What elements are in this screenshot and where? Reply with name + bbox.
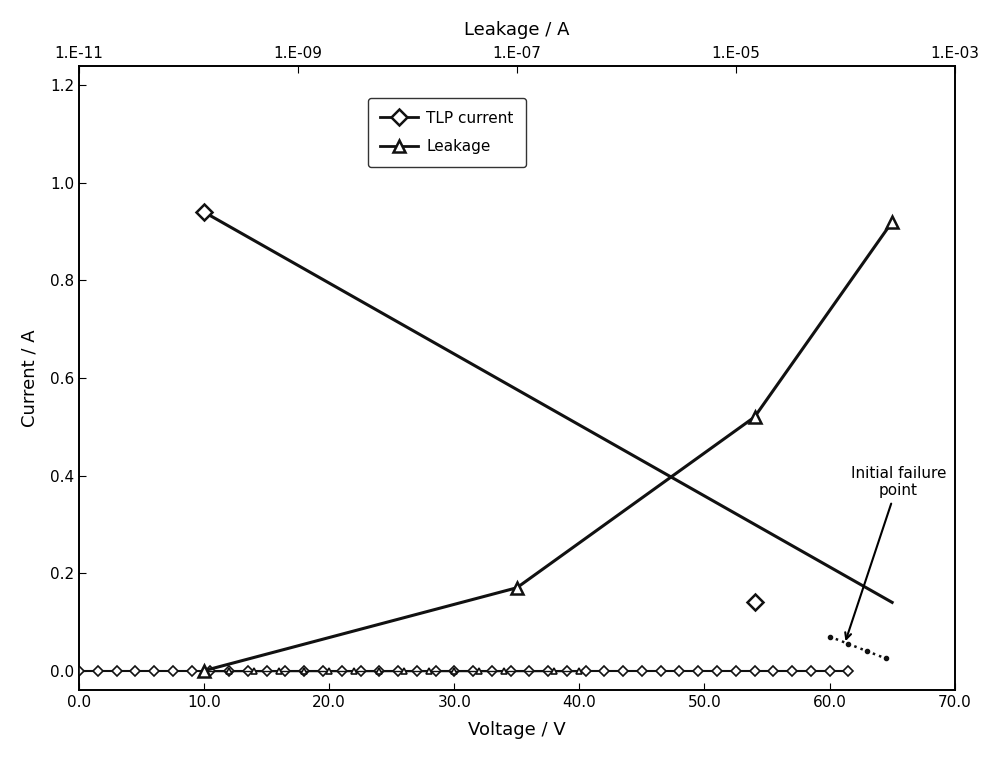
X-axis label: Voltage / V: Voltage / V — [468, 721, 566, 739]
Text: Initial failure
point: Initial failure point — [845, 466, 946, 639]
Y-axis label: Current / A: Current / A — [21, 329, 39, 427]
Legend: TLP current, Leakage: TLP current, Leakage — [368, 99, 526, 166]
X-axis label: Leakage / A: Leakage / A — [464, 21, 570, 39]
